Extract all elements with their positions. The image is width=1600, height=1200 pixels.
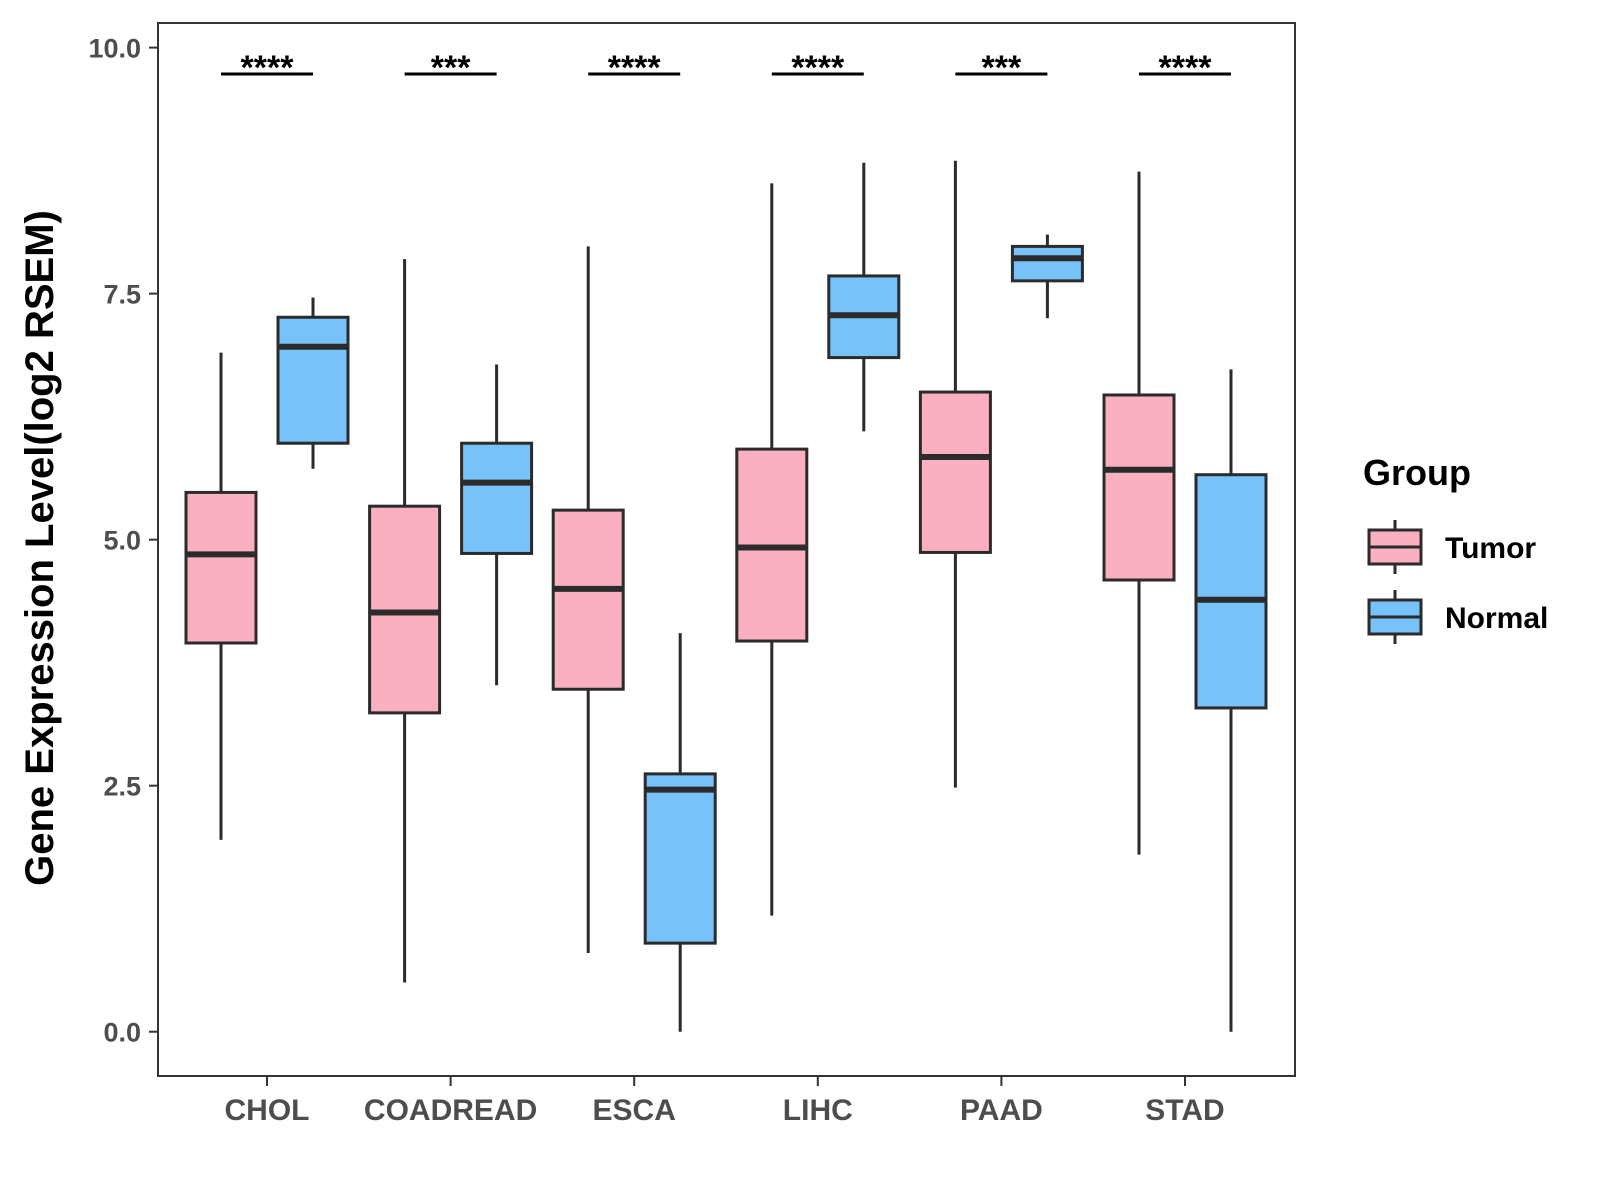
box-iqr bbox=[918, 390, 992, 554]
significance-label: **** bbox=[241, 49, 295, 87]
box-tumor-lihc bbox=[735, 183, 809, 916]
x-tick-label: STAD bbox=[1145, 1094, 1224, 1127]
legend-label-tumor: Tumor bbox=[1445, 532, 1536, 565]
box-normal-chol bbox=[276, 297, 350, 469]
box-iqr bbox=[460, 441, 534, 555]
box-normal-esca bbox=[643, 633, 717, 1032]
box-tumor-esca bbox=[551, 246, 625, 953]
legend: Group Tumor Normal bbox=[1363, 452, 1548, 644]
box-iqr bbox=[643, 772, 717, 945]
y-axis-title: Gene Expression Level(log2 RSEM) bbox=[18, 210, 62, 886]
legend-key-normal bbox=[1367, 590, 1423, 644]
y-tick-label: 2.5 bbox=[103, 772, 141, 802]
legend-key-tumor bbox=[1367, 520, 1423, 574]
x-tick-label: PAAD bbox=[960, 1094, 1043, 1127]
x-tick-label: ESCA bbox=[593, 1094, 676, 1127]
x-tick-label: COADREAD bbox=[364, 1094, 537, 1127]
box-normal-paad bbox=[1010, 234, 1084, 319]
significance-label: **** bbox=[1159, 49, 1213, 87]
legend-title: Group bbox=[1363, 452, 1471, 493]
significance-label: *** bbox=[982, 49, 1022, 87]
box-normal-lihc bbox=[827, 162, 901, 432]
box-iqr bbox=[1194, 473, 1268, 710]
significance-label: **** bbox=[791, 49, 845, 87]
x-tick-label: LIHC bbox=[783, 1094, 853, 1127]
box-iqr bbox=[184, 490, 258, 645]
y-tick-label: 7.5 bbox=[103, 280, 141, 310]
x-axis: CHOL COADREAD ESCA LIHC PAAD STAD bbox=[225, 1076, 1225, 1127]
legend-label-normal: Normal bbox=[1445, 602, 1548, 635]
significance-label: *** bbox=[431, 49, 471, 87]
y-tick-label: 5.0 bbox=[103, 526, 141, 556]
box-normal-stad bbox=[1194, 369, 1268, 1032]
box-tumor-paad bbox=[918, 160, 992, 788]
plot-panel bbox=[157, 22, 1296, 1077]
box-tumor-coadread bbox=[368, 259, 442, 983]
box-iqr bbox=[551, 508, 625, 691]
y-axis: 0.0 2.5 5.0 7.5 10.0 bbox=[88, 34, 158, 1048]
x-tick-label: CHOL bbox=[225, 1094, 310, 1127]
box-iqr bbox=[1102, 393, 1176, 582]
box-tumor-stad bbox=[1102, 171, 1176, 855]
significance-label: **** bbox=[608, 49, 662, 87]
box-normal-coadread bbox=[460, 364, 534, 686]
y-tick-label: 10.0 bbox=[88, 34, 141, 64]
y-tick-label: 0.0 bbox=[103, 1018, 141, 1048]
box-iqr bbox=[276, 315, 350, 445]
box-iqr bbox=[1010, 244, 1084, 283]
box-tumor-chol bbox=[184, 352, 258, 840]
